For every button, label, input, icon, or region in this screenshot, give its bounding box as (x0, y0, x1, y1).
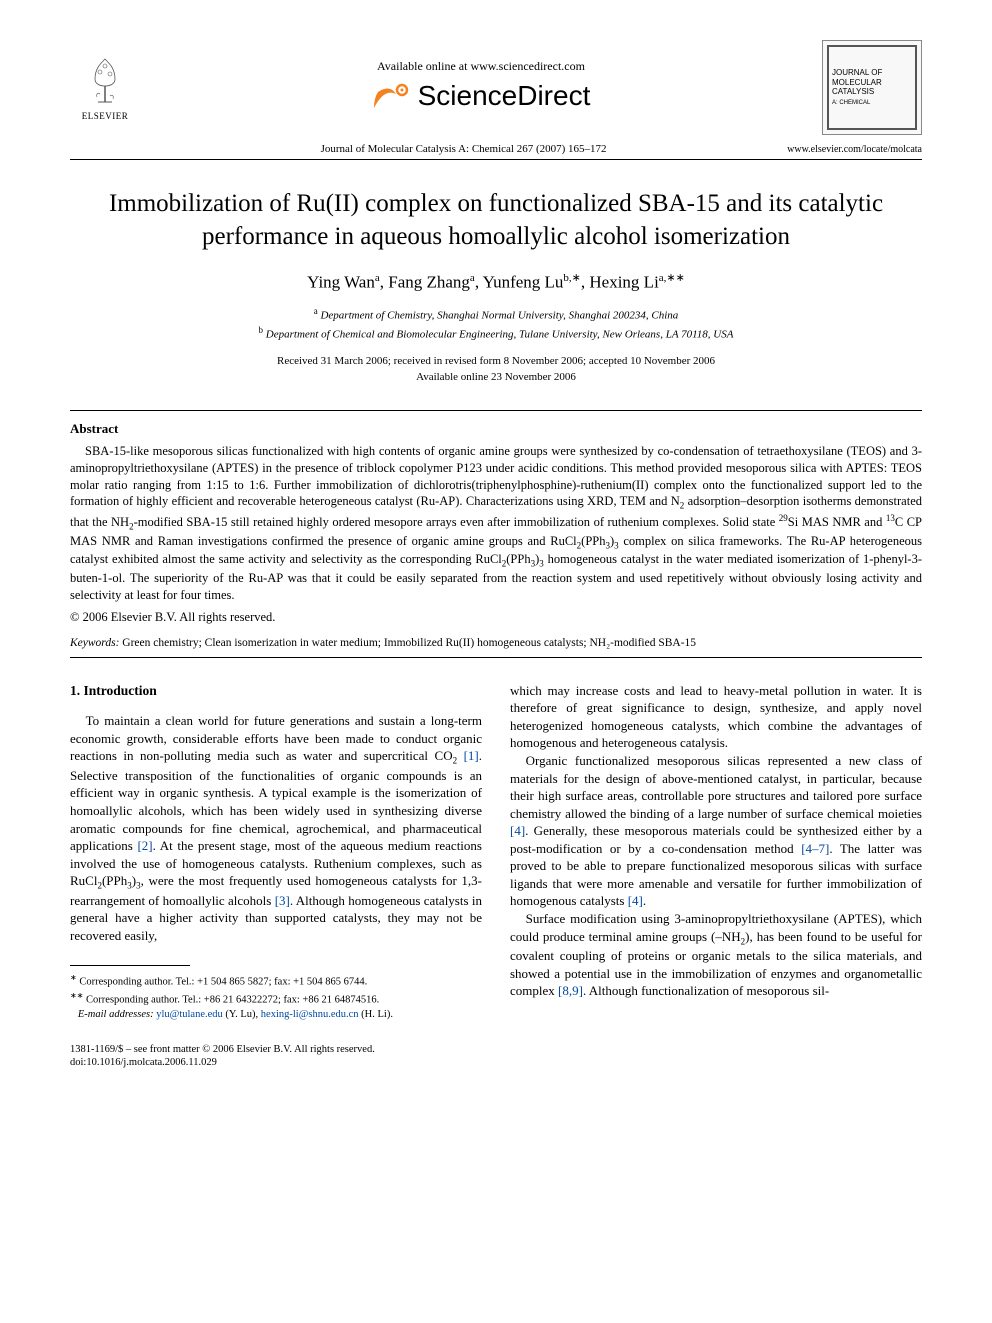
journal-meta-row: Journal of Molecular Catalysis A: Chemic… (70, 143, 922, 155)
abstract-body: SBA-15-like mesoporous silicas functiona… (70, 443, 922, 604)
intro-paragraph-2: Organic functionalized mesoporous silica… (510, 752, 922, 910)
journal-box-line1: JOURNAL OF (832, 68, 882, 77)
footnote-rule (70, 965, 190, 966)
received-date: Received 31 March 2006; received in revi… (277, 355, 715, 367)
email-2-who: (H. Li). (361, 1009, 393, 1020)
article-title: Immobilization of Ru(II) complex on func… (70, 188, 922, 253)
footer-doi: doi:10.1016/j.molcata.2006.11.029 (70, 1057, 217, 1068)
footnote-2: ∗∗ Corresponding author. Tel.: +86 21 64… (70, 990, 482, 1008)
header-center: Available online at www.sciencedirect.co… (140, 59, 822, 117)
emails-label: E-mail addresses: (78, 1009, 154, 1020)
abstract-copyright: © 2006 Elsevier B.V. All rights reserved… (70, 610, 922, 625)
keywords-text: Green chemistry; Clean isomerization in … (122, 637, 696, 649)
header-rule (70, 159, 922, 160)
journal-box-line4: A: CHEMICAL (832, 100, 870, 106)
intro-paragraph-3: Surface modification using 3-aminopropyl… (510, 910, 922, 1000)
affiliations: a Department of Chemistry, Shanghai Norm… (70, 305, 922, 343)
affiliation-b: Department of Chemical and Biomolecular … (266, 328, 734, 340)
footer-meta: 1381-1169/$ – see front matter © 2006 El… (70, 1043, 482, 1070)
authors-line: Ying Wana, Fang Zhanga, Yunfeng Lub,∗, H… (70, 271, 922, 293)
journal-box-line2: MOLECULAR (832, 78, 882, 87)
affiliation-a: Department of Chemistry, Shanghai Normal… (320, 309, 678, 321)
journal-url[interactable]: www.elsevier.com/locate/molcata (787, 144, 922, 155)
keywords-line: Keywords: Green chemistry; Clean isomeri… (70, 637, 922, 649)
column-right: which may increase costs and lead to hea… (510, 682, 922, 1070)
available-date: Available online 23 November 2006 (416, 371, 576, 383)
elsevier-label: ELSEVIER (82, 111, 129, 121)
footnote-emails: E-mail addresses: ylu@tulane.edu (Y. Lu)… (70, 1008, 482, 1023)
journal-citation: Journal of Molecular Catalysis A: Chemic… (140, 143, 787, 155)
keywords-label: Keywords: (70, 637, 119, 649)
footer-line1: 1381-1169/$ – see front matter © 2006 El… (70, 1044, 375, 1055)
sciencedirect-text: ScienceDirect (418, 80, 591, 112)
footnote-1: ∗ Corresponding author. Tel.: +1 504 865… (70, 972, 482, 990)
publisher-header: ELSEVIER Available online at www.science… (70, 40, 922, 135)
journal-cover-thumbnail: JOURNAL OF MOLECULAR CATALYSIS A: CHEMIC… (822, 40, 922, 135)
intro-paragraph-1-cont: which may increase costs and lead to hea… (510, 682, 922, 752)
email-1[interactable]: ylu@tulane.edu (156, 1009, 223, 1020)
section-1-heading: 1. Introduction (70, 682, 482, 700)
body-columns: 1. Introduction To maintain a clean worl… (70, 682, 922, 1070)
elsevier-tree-icon (80, 54, 130, 109)
email-2[interactable]: hexing-li@shnu.edu.cn (261, 1009, 359, 1020)
footnotes: ∗ Corresponding author. Tel.: +1 504 865… (70, 972, 482, 1023)
abstract-heading: Abstract (70, 421, 922, 437)
email-1-who: (Y. Lu), (225, 1009, 258, 1020)
column-left: 1. Introduction To maintain a clean worl… (70, 682, 482, 1070)
intro-paragraph-1: To maintain a clean world for future gen… (70, 712, 482, 944)
sciencedirect-swoosh-icon (372, 80, 412, 112)
sciencedirect-logo: ScienceDirect (372, 80, 591, 112)
article-dates: Received 31 March 2006; received in revi… (70, 353, 922, 386)
keywords-rule (70, 657, 922, 658)
journal-box-line3: CATALYSIS (832, 87, 874, 96)
available-online-text: Available online at www.sciencedirect.co… (140, 59, 822, 74)
elsevier-logo: ELSEVIER (70, 48, 140, 128)
abstract-top-rule (70, 410, 922, 411)
